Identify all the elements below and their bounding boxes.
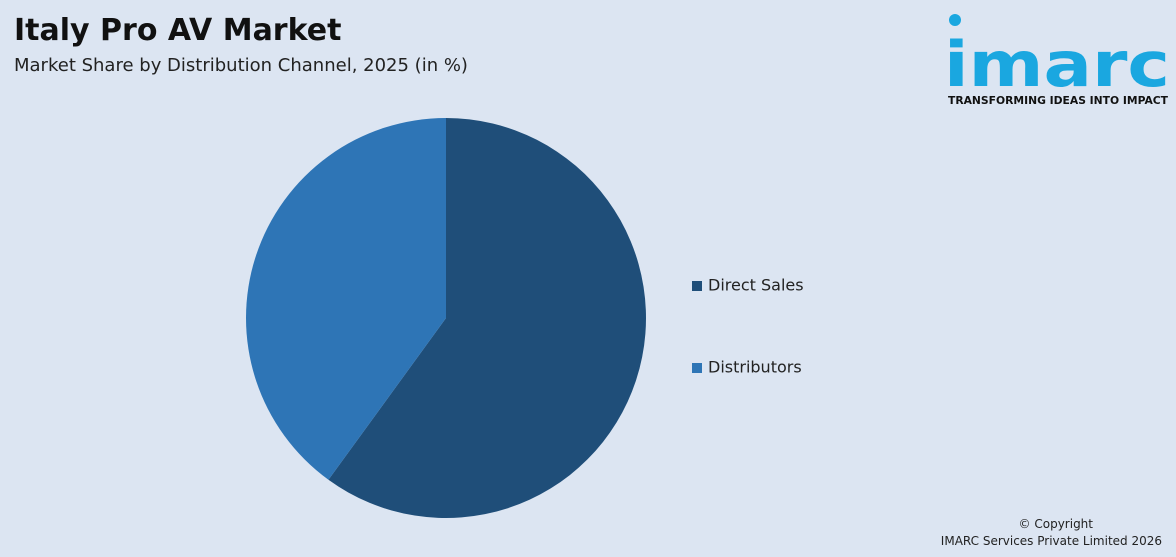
legend-swatch xyxy=(692,281,702,291)
chart-subtitle: Market Share by Distribution Channel, 20… xyxy=(14,55,468,76)
logo-tagline: TRANSFORMING IDEAS INTO IMPACT xyxy=(948,94,1168,107)
company: IMARC Services Private Limited 2026 xyxy=(941,534,1162,548)
legend-swatch xyxy=(692,363,702,373)
legend-label: Direct Sales xyxy=(708,276,804,295)
chart-title: Italy Pro AV Market xyxy=(14,13,341,48)
copyright: © Copyright xyxy=(1019,517,1094,531)
logo: imarc xyxy=(944,28,1170,101)
logo-dot xyxy=(949,14,961,26)
pie-slice xyxy=(246,117,446,480)
legend-label: Distributors xyxy=(708,358,802,377)
pie-slice xyxy=(328,118,646,519)
